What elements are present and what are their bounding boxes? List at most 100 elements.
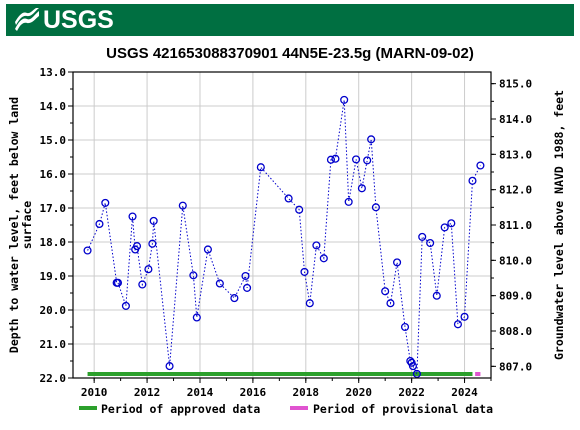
data-point [121,301,130,310]
data-point [295,205,304,214]
x-tick-label: 2020 [345,386,372,399]
series-dotted-line [87,99,481,375]
y-left-tick-label: 22.0 [40,372,67,385]
data-point [381,287,390,296]
data-point [241,271,250,281]
data-point [440,223,449,232]
plot-frame [72,71,492,379]
data-point [319,254,328,263]
data-point [408,362,418,371]
chart-title: USGS 421653088370901 44N5E-23.5g (MARN-0… [106,45,474,62]
y-right-tick-label: 810.0 [499,254,532,267]
data-point [128,212,137,221]
data-point [371,203,380,212]
y-right-tick-label: 811.0 [499,219,532,232]
legend: Period of approved data Period of provis… [79,402,493,416]
data-point [367,135,376,144]
data-point [132,242,142,251]
y-left-tick-label: 17.0 [40,202,67,215]
data-point [144,265,153,274]
data-point [340,95,349,104]
y-right-tick-label: 809.0 [499,290,532,303]
series-line [87,99,481,375]
y-axis-left-title: Depth to water level, feet below landsur… [7,97,34,353]
data-point [426,238,435,248]
x-tick-label: 2018 [293,386,320,399]
data-point [178,201,187,210]
axis-ticks: 2010 2012 2014 2016 2018 2020 2022 2024 13.0 14.0… [40,66,533,399]
data-point [138,280,147,289]
data-point [95,219,104,229]
data-point [412,369,421,378]
data-point [352,155,361,164]
data-point [305,299,314,308]
series-points [83,95,485,378]
x-tick-label: 2022 [398,386,425,399]
data-point [300,267,309,276]
y-left-tick-label: 16.0 [40,168,67,181]
data-point [192,313,201,322]
data-point [400,322,410,332]
legend-provisional-label: Period of provisional data [313,402,493,416]
data-point [203,245,212,254]
x-tick-label: 2014 [187,386,214,399]
data-point [312,241,321,250]
data-point [363,156,372,165]
data-point [83,246,92,255]
y-right-tick-label: 813.0 [499,148,532,161]
y-right-tick-label: 812.0 [499,184,532,197]
logo-text: USGS [43,6,114,34]
x-tick-label: 2024 [451,386,478,399]
approved-period-bar [87,372,473,376]
x-tick-label: 2012 [134,386,161,399]
data-point [230,294,239,303]
legend-approved-label: Period of approved data [101,402,260,416]
legend-approved-swatch [79,406,97,410]
data-point [113,278,123,287]
data-point [386,299,395,308]
data-point [453,320,462,329]
provisional-period-bar [475,372,481,376]
legend-provisional-swatch [290,406,308,410]
y-left-tick-label: 18.0 [40,236,67,249]
usgs-wave-logo-icon [15,8,39,31]
y-left-tick-label: 20.0 [40,304,67,317]
data-point [344,197,353,206]
data-point [215,279,224,288]
y-right-tick-label: 814.0 [499,113,532,126]
y-right-tick-label: 808.0 [499,325,532,338]
data-point [418,232,427,241]
y-left-tick-label: 21.0 [40,338,67,351]
data-point [165,362,174,371]
data-point [326,155,335,164]
data-period-bars [87,372,481,376]
usgs-logo: USGS [14,7,114,33]
data-point [148,239,157,248]
data-point [393,258,402,267]
y-left-tick-label: 13.0 [40,66,67,79]
data-point [243,283,252,292]
data-point [357,184,366,193]
usgs-header-bar: USGS [6,4,574,36]
y-right-tick-label: 807.0 [499,360,532,373]
grid-lines [73,71,491,379]
data-point [460,312,469,321]
data-point [432,291,441,300]
x-tick-label: 2016 [240,386,267,399]
data-point [331,154,340,163]
data-point [189,271,198,280]
y-axis-right-title: Groundwater level above NAVD 1988, feet [552,90,566,360]
y-left-tick-label: 14.0 [40,100,67,113]
y-left-tick-label: 15.0 [40,134,67,147]
data-point [468,176,477,185]
y-left-tick-label: 19.0 [40,270,67,283]
x-tick-label: 2010 [81,386,108,399]
data-point [149,216,158,225]
data-point [476,161,485,170]
data-point [284,194,293,203]
y-right-tick-label: 815.0 [499,78,532,91]
data-point [447,219,456,228]
data-point [256,163,265,172]
data-point [101,198,110,207]
